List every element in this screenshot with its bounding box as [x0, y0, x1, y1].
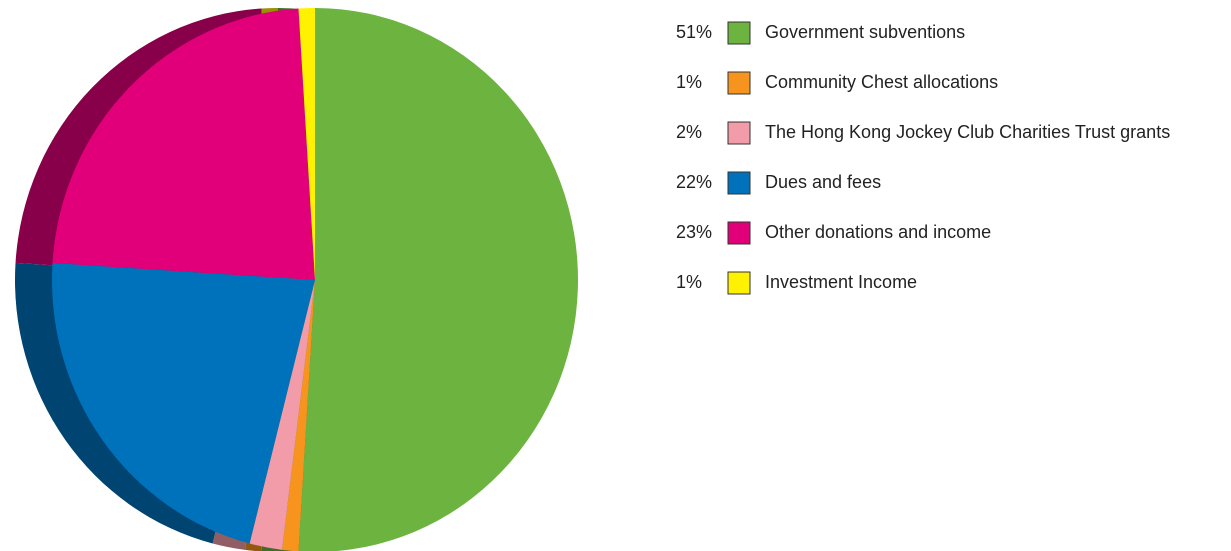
legend-value: 51% [676, 22, 712, 42]
slice [298, 8, 315, 280]
legend-value: 22% [676, 172, 712, 192]
legend-label: Community Chest allocations [765, 72, 998, 92]
legend-swatch [727, 221, 751, 245]
slice [52, 8, 315, 280]
legend-swatch [727, 21, 751, 45]
legend-label: Investment Income [765, 272, 917, 292]
slice [282, 280, 315, 551]
slice [298, 8, 578, 551]
legend-swatch [727, 271, 751, 295]
legend-value: 23% [676, 222, 712, 242]
legend-swatch [727, 171, 751, 195]
legend-label: Dues and fees [765, 172, 881, 192]
legend-swatch [727, 71, 751, 95]
legend-label: The Hong Kong Jockey Club Charities Trus… [765, 122, 1170, 142]
slice [52, 262, 316, 544]
legend-label: Government subventions [765, 22, 965, 42]
legend-swatch [727, 121, 751, 145]
legend-value: 2% [676, 122, 702, 142]
legend-label: Other donations and income [765, 222, 991, 242]
legend-value: 1% [676, 72, 702, 92]
legend-value: 1% [676, 272, 702, 292]
slice [249, 280, 315, 550]
